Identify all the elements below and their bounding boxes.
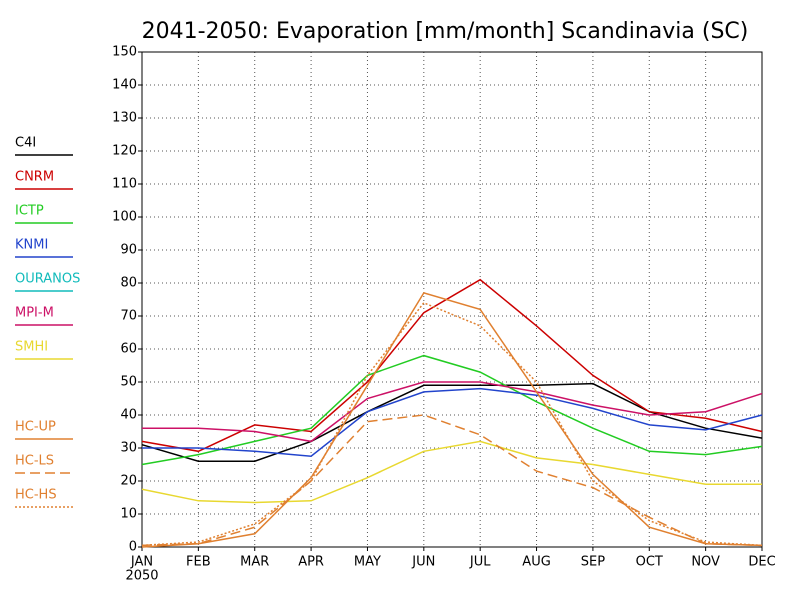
series-line [141,354,763,466]
x-tick-label: MAR [240,555,269,570]
chart-title: 2041-2050: Evaporation [mm/month] Scandi… [142,19,749,44]
y-tick-label: 110 [112,177,137,192]
legend-label: KNMI [15,238,48,253]
y-tick-label: 10 [120,507,137,522]
y-tick-label: 70 [120,309,137,324]
y-tick-label: 20 [120,474,137,489]
legend-label: HC-UP [15,420,56,435]
plot-frame [141,51,763,548]
y-tick-label: 150 [112,45,137,60]
series-line [141,301,763,547]
y-tick-label: 140 [112,78,137,93]
x-tick-label: JAN [130,555,153,570]
y-tick-label: 0 [129,540,137,555]
series-line [141,292,763,548]
x-sublabel: 2050 [125,569,158,584]
series-line [141,414,763,547]
legend-label: HC-LS [15,454,54,469]
x-tick-label: MAY [354,555,381,570]
legend-label: OURANOS [15,272,80,287]
x-tick-label: APR [298,555,324,570]
x-tick-label: AUG [522,555,550,570]
y-tick-label: 50 [120,375,137,390]
x-tick-label: NOV [691,555,720,570]
legend-label: SMHI [15,340,48,355]
y-tick-label: 60 [120,342,137,357]
x-tick-label: FEB [186,555,211,570]
y-tick-label: 100 [112,210,137,225]
y-tick-label: 90 [120,243,137,258]
x-tick-label: DEC [748,555,775,570]
series-line [142,381,763,443]
x-tick-label: SEP [581,555,605,570]
series-line [141,440,762,504]
legend-label: CNRM [15,170,54,185]
legend-label: ICTP [15,204,44,219]
x-tick-label: JUL [469,555,491,570]
y-tick-label: 130 [112,111,137,126]
series-line [141,278,763,453]
x-tick-label: JUN [411,555,435,570]
x-tick-label: OCT [636,555,663,570]
y-tick-label: 80 [120,276,137,291]
y-tick-label: 30 [120,441,137,456]
y-tick-label: 40 [120,408,137,423]
legend-label: C4I [15,136,36,151]
series-line [142,387,763,458]
legend-label: MPI-M [15,306,54,321]
legend-label: HC-HS [15,488,57,503]
y-tick-label: 120 [112,144,137,159]
